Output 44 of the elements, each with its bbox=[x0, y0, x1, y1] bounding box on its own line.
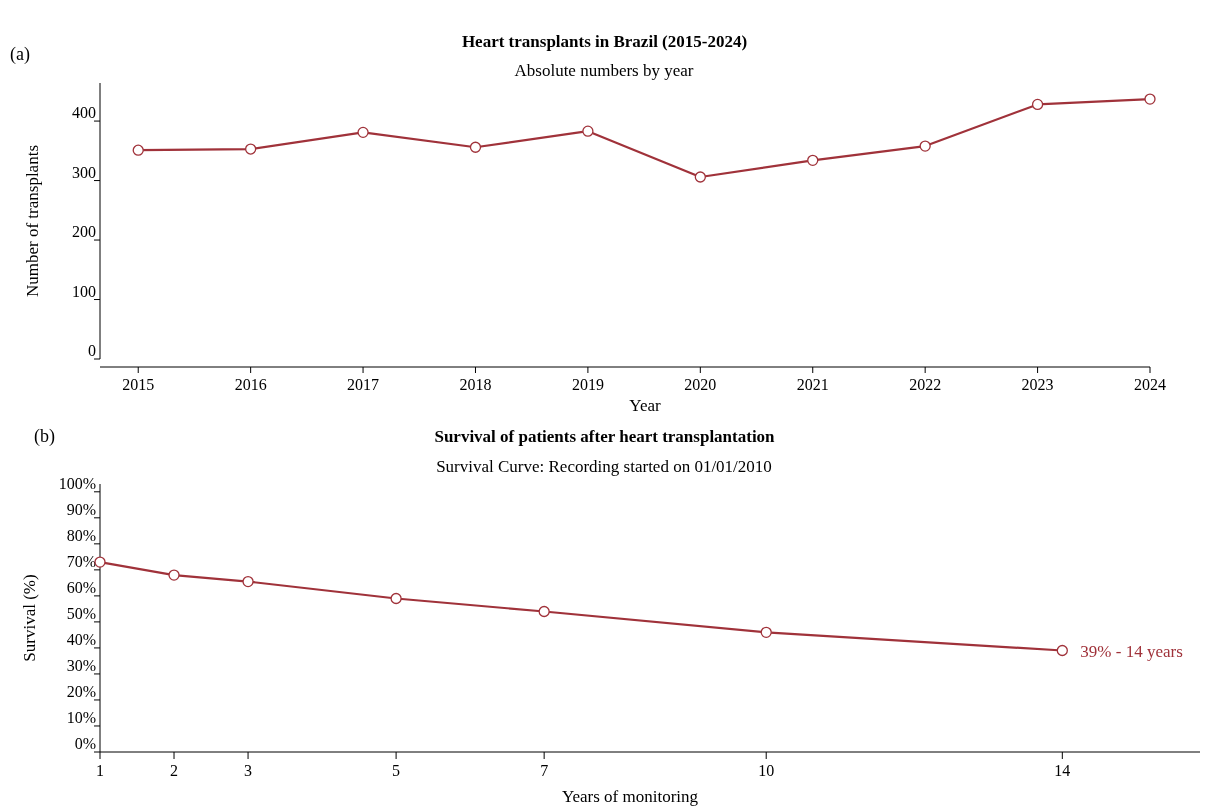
y-tick-label: 40% bbox=[66, 630, 96, 648]
annotation: 39% - 14 years bbox=[1080, 641, 1183, 661]
y-tick-label: 60% bbox=[66, 578, 96, 596]
y-axis-title: Number of transplants bbox=[23, 144, 42, 298]
y-tick-label: 70% bbox=[66, 552, 96, 570]
x-tick-label: 10 bbox=[758, 762, 775, 779]
x-tick-label: 2021 bbox=[796, 376, 829, 393]
y-axis-title: Survival (%) bbox=[20, 574, 39, 662]
x-axis-title: Year bbox=[629, 396, 661, 415]
chart-subtitle: Absolute numbers by year bbox=[514, 61, 694, 80]
chart-title: Heart transplants in Brazil (2015-2024) bbox=[461, 32, 748, 51]
x-tick-label: 2019 bbox=[571, 376, 604, 393]
y-tick-label: 20% bbox=[66, 682, 96, 700]
x-axis-title: Years of monitoring bbox=[561, 787, 699, 806]
y-tick-label: 0 bbox=[88, 342, 96, 359]
y-tick-label: 30% bbox=[66, 656, 96, 674]
chart-subtitle: Survival Curve: Recording started on 01/01/2010 bbox=[436, 457, 772, 476]
text: (a) bbox=[10, 44, 30, 65]
x-tick-label: 14 bbox=[1054, 762, 1071, 779]
x-tick-label: 2015 bbox=[122, 376, 155, 393]
y-tick-label: 100% bbox=[58, 474, 96, 492]
chart-title: Survival of patients after heart transplantation bbox=[434, 427, 776, 446]
y-tick-label: 0% bbox=[74, 735, 96, 752]
y-tick-label: 400 bbox=[72, 104, 96, 122]
y-tick-label: 80% bbox=[66, 526, 96, 544]
y-tick-label: 50% bbox=[66, 604, 96, 622]
x-tick-label: 2016 bbox=[234, 376, 267, 393]
x-tick-label: 3 bbox=[244, 762, 253, 779]
y-tick-label: 90% bbox=[66, 500, 96, 518]
x-tick-label: 5 bbox=[392, 762, 401, 779]
x-tick-label: 1 bbox=[96, 762, 104, 779]
y-tick-label: 200 bbox=[72, 223, 96, 241]
text: (b) bbox=[34, 426, 55, 447]
x-tick-label: 2 bbox=[170, 762, 179, 779]
y-tick-label: 10% bbox=[66, 708, 96, 726]
x-tick-label: 2024 bbox=[1134, 376, 1166, 393]
y-tick-label: 300 bbox=[72, 163, 96, 181]
x-tick-label: 2022 bbox=[909, 376, 942, 393]
x-tick-label: 2018 bbox=[459, 376, 492, 393]
y-tick-label: 100 bbox=[72, 282, 96, 300]
x-tick-label: 7 bbox=[540, 762, 549, 779]
x-tick-label: 2023 bbox=[1021, 376, 1054, 393]
x-tick-label: 2020 bbox=[684, 376, 717, 393]
x-tick-label: 2017 bbox=[347, 376, 380, 393]
